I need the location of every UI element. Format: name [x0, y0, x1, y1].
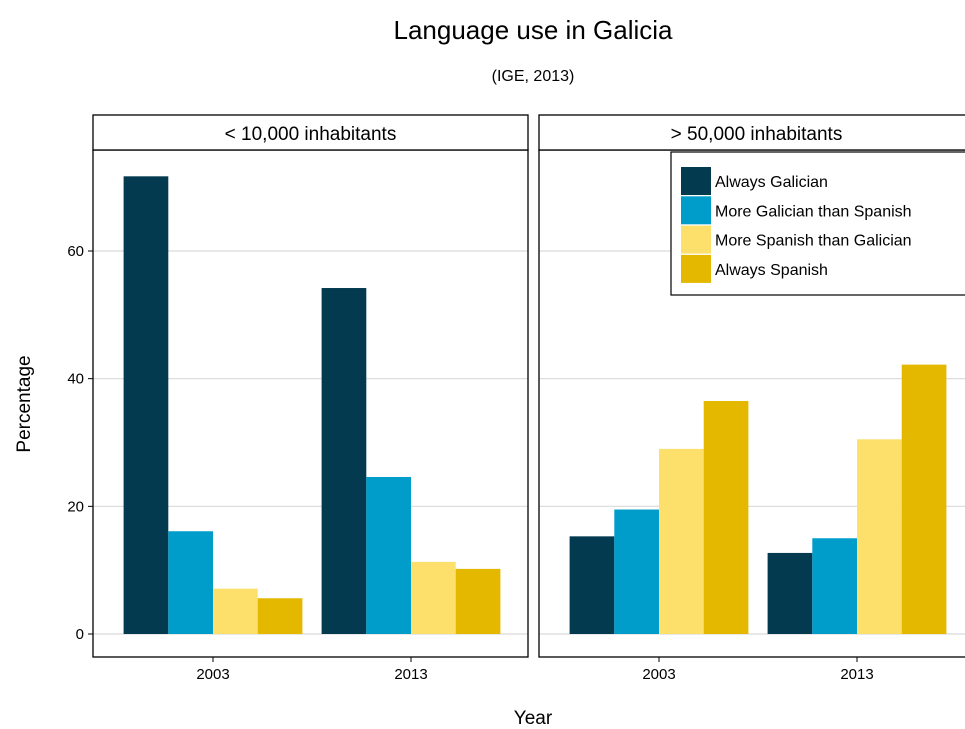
legend: Always Galician More Galician than Spanis… — [670, 151, 965, 296]
legend-label: More Spanish than Galician — [715, 233, 912, 250]
x-tick-label: 2003 — [196, 666, 229, 683]
facet-panel-1: 2003 2013 < 10,000 inhabitants — [92, 114, 529, 683]
y-axis-label: Percentage — [14, 355, 35, 452]
bar — [659, 448, 704, 634]
bar — [366, 476, 411, 634]
facet-panel-2: 2003 2013 > 50,000 inhabitants — [538, 114, 965, 683]
y-tick-label: 20 — [67, 498, 84, 515]
bar — [767, 552, 813, 634]
bar — [901, 364, 947, 634]
x-axis-label: Year — [514, 708, 553, 729]
bar — [257, 598, 303, 634]
bar — [321, 288, 367, 634]
legend-swatch — [681, 254, 711, 283]
legend-label: Always Spanish — [715, 262, 828, 279]
facet-strip — [92, 114, 529, 151]
bar — [213, 588, 258, 634]
facet-strip-label: < 10,000 inhabitants — [225, 124, 397, 145]
y-tick-label: 60 — [67, 243, 84, 260]
y-tick-label: 0 — [76, 626, 84, 643]
legend-box — [670, 151, 965, 296]
bar — [455, 568, 501, 634]
bar — [168, 531, 213, 634]
bar — [812, 538, 857, 634]
bar — [857, 439, 902, 634]
legend-swatch — [681, 167, 711, 195]
bar — [614, 509, 659, 634]
legend-swatch — [681, 196, 711, 225]
plot-area: 2003 2013 < 10,000 inhabitants 2003 2013 > 50… — [67, 114, 965, 683]
chart-title: Language use in Galicia — [394, 15, 674, 45]
facet-strip — [538, 114, 965, 151]
legend-swatch — [681, 225, 711, 254]
chart-subtitle: (IGE, 2013) — [492, 68, 575, 85]
bar — [569, 536, 615, 634]
x-tick-label: 2013 — [394, 666, 427, 683]
bar — [703, 401, 749, 634]
facet-strip-label: > 50,000 inhabitants — [671, 124, 843, 145]
y-axis: 0 20 40 60 — [67, 243, 93, 643]
y-tick-label: 40 — [67, 371, 84, 388]
bar — [411, 561, 456, 634]
x-tick-label: 2003 — [642, 666, 675, 683]
legend-label: More Galician than Spanish — [715, 203, 912, 220]
bar — [123, 176, 169, 634]
x-tick-label: 2013 — [840, 666, 873, 683]
legend-label: Always Galician — [715, 174, 828, 191]
